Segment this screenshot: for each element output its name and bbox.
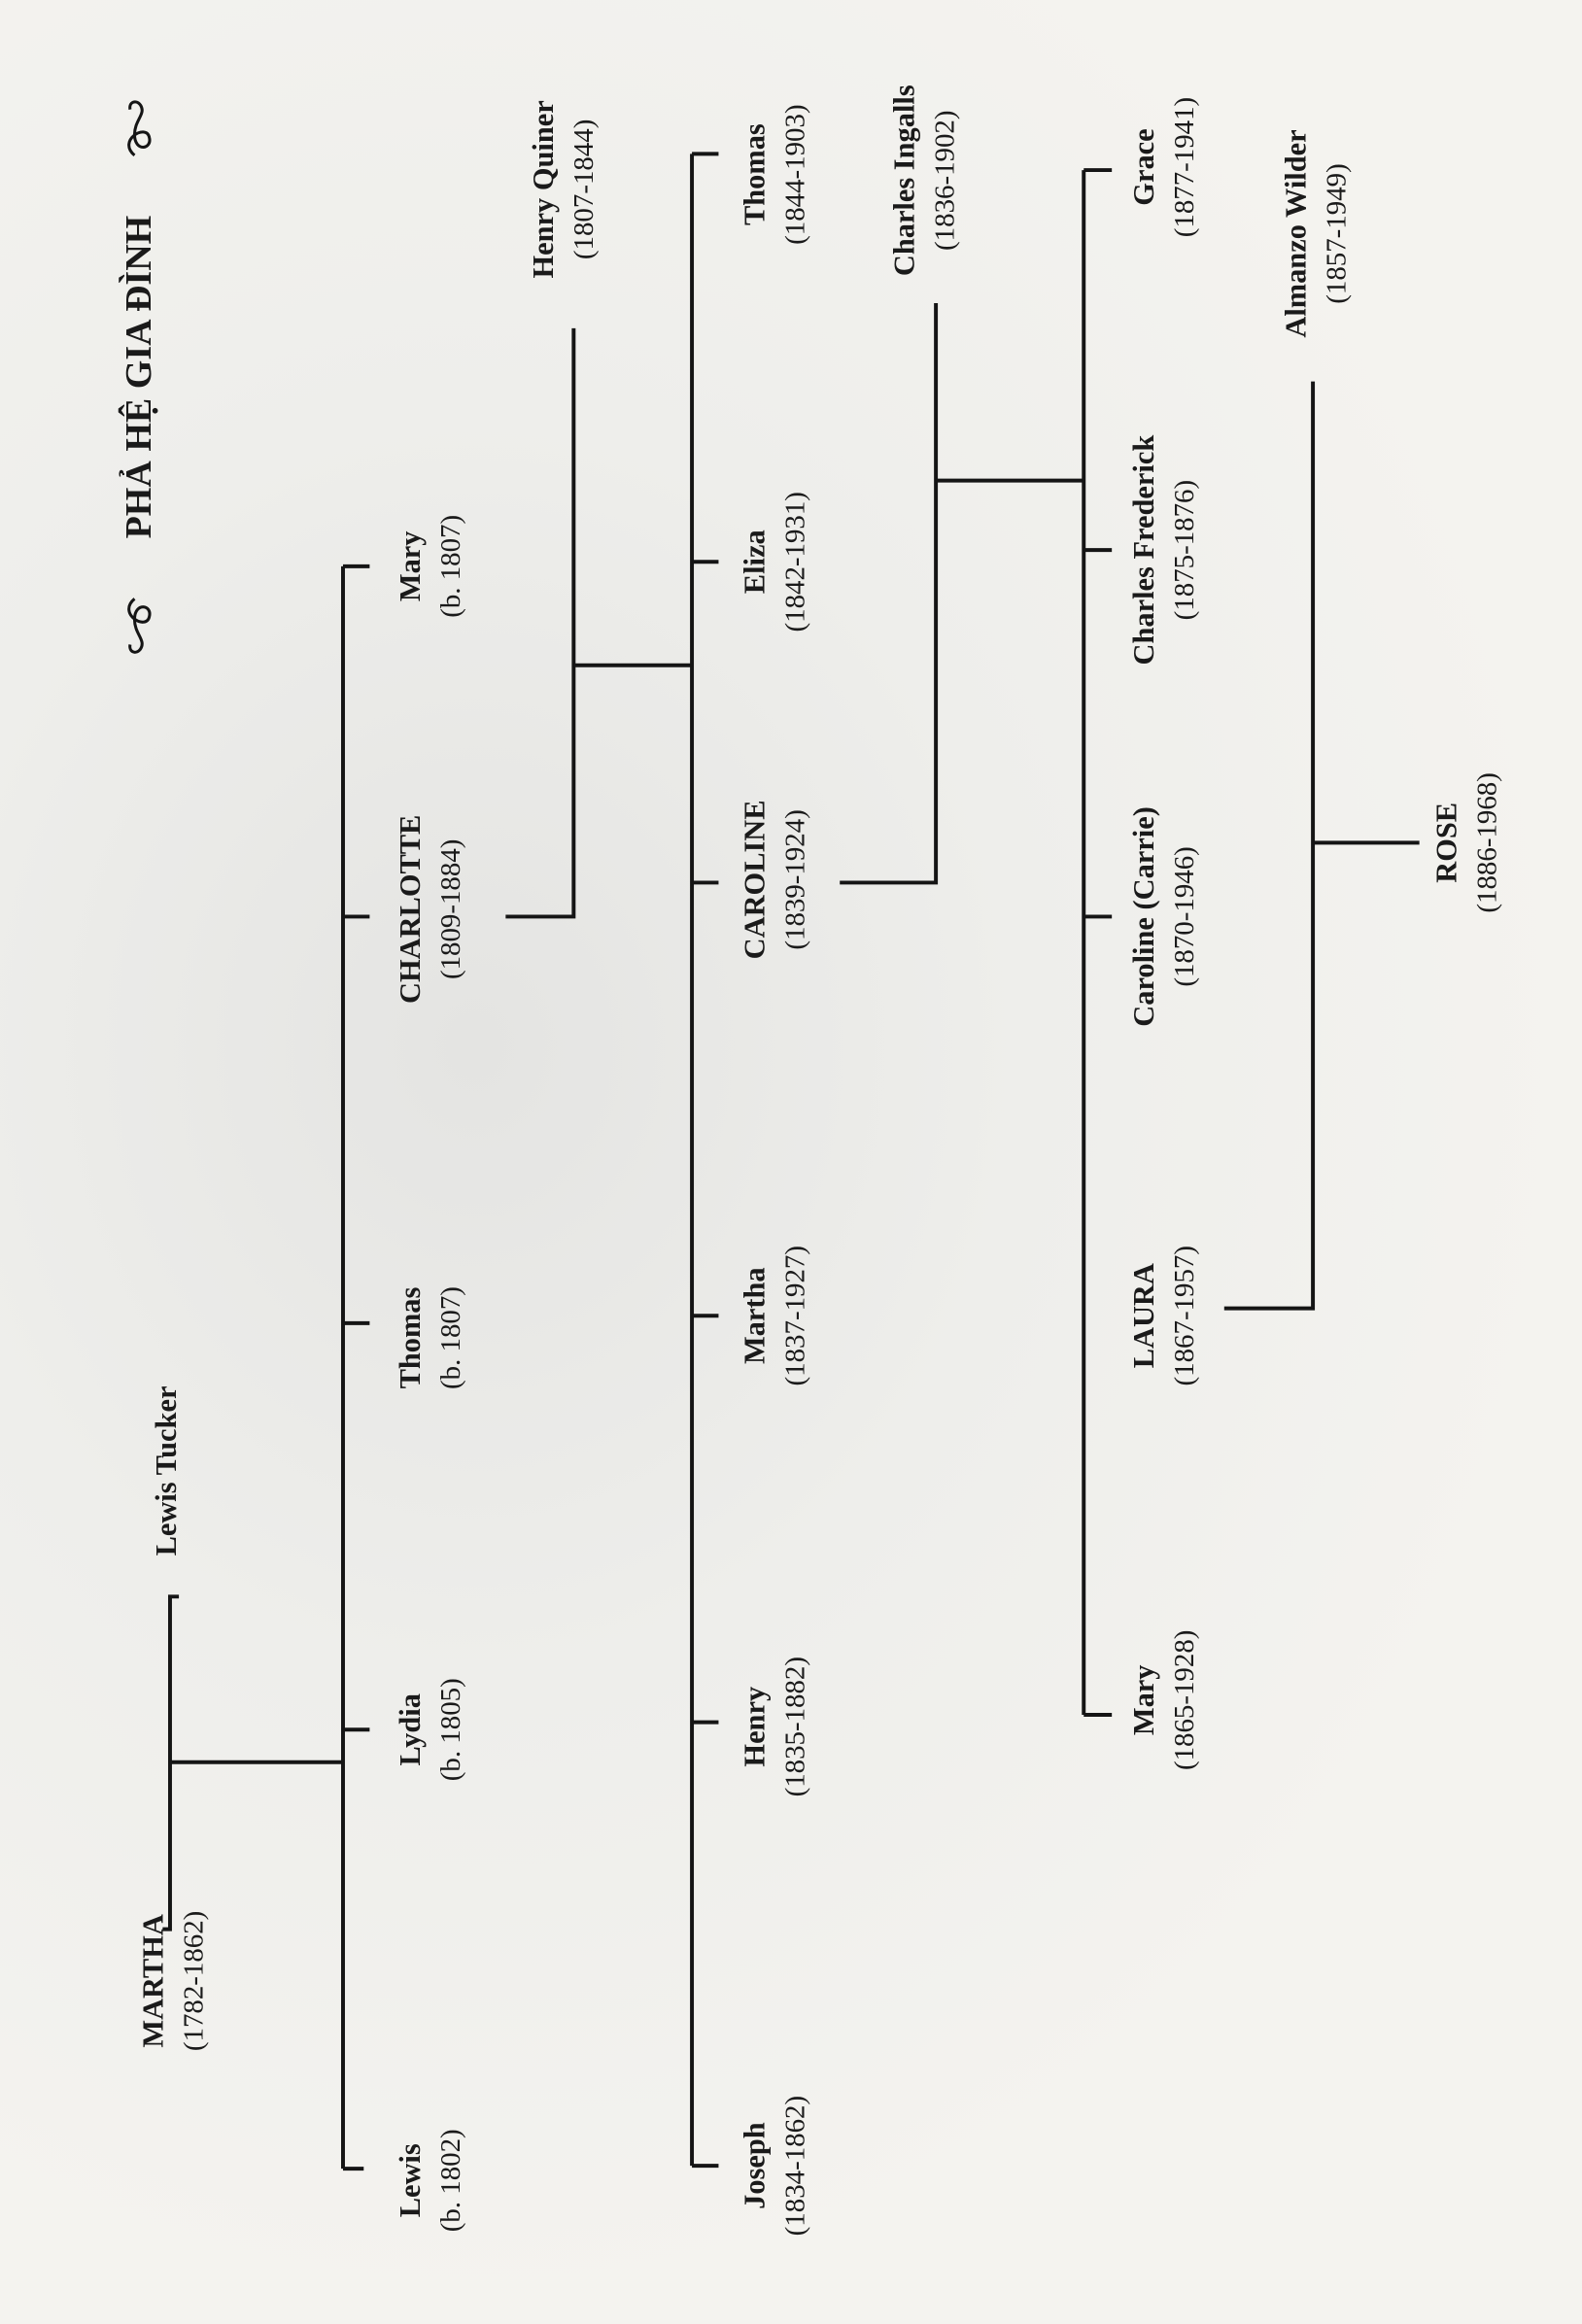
person-name: Caroline (Carrie) bbox=[1127, 806, 1160, 1027]
person-name: Grace bbox=[1127, 128, 1160, 205]
person-dates: (b. 1805) bbox=[435, 1678, 466, 1781]
person-dates: (1886-1968) bbox=[1472, 772, 1503, 912]
person-name: Mary bbox=[394, 531, 427, 602]
person-dates: (1809-1884) bbox=[435, 839, 466, 979]
connector-line bbox=[840, 303, 939, 885]
title-group: PHẢ HỆ GIA ĐÌNH bbox=[119, 100, 159, 654]
page-title: PHẢ HỆ GIA ĐÌNH bbox=[119, 216, 159, 539]
person-name: Charles Frederick bbox=[1127, 435, 1160, 666]
person-dates: (1844-1903) bbox=[780, 104, 811, 244]
person-charles-frederick: Charles Frederick (1875-1876) bbox=[1127, 435, 1200, 666]
person-name: CAROLINE bbox=[739, 800, 772, 959]
person-dates: (1867-1957) bbox=[1169, 1246, 1200, 1385]
person-almanzo-wilder: Almanzo Wilder (1857-1949) bbox=[1279, 129, 1352, 337]
person-mary-1865: Mary (1865-1928) bbox=[1127, 1630, 1200, 1770]
person-name: Thomas bbox=[394, 1287, 427, 1389]
person-name: Lydia bbox=[394, 1693, 427, 1765]
person-dates: (1865-1928) bbox=[1169, 1630, 1200, 1770]
person-name: Martha bbox=[739, 1267, 772, 1364]
person-thomas-1844: Thomas (1844-1903) bbox=[739, 104, 811, 244]
person-dates: (1836-1902) bbox=[929, 111, 960, 251]
person-dates: (1839-1924) bbox=[780, 809, 811, 949]
person-dates: (1834-1862) bbox=[780, 2096, 811, 2236]
person-lewis-tucker: Lewis Tucker bbox=[150, 1386, 183, 1556]
person-dates: (b. 1807) bbox=[435, 1286, 466, 1389]
people: MARTHA (1782-1862) Lewis Tucker Lewis (b. 18… bbox=[136, 85, 1502, 2236]
person-lewis: Lewis (b. 1802) bbox=[394, 2129, 466, 2232]
person-henry-quiner: Henry Quiner (1807-1844) bbox=[527, 100, 600, 278]
person-martha-1782: MARTHA (1782-1862) bbox=[136, 1911, 209, 2051]
person-dates: (1857-1949) bbox=[1322, 163, 1353, 303]
person-name: LAURA bbox=[1127, 1263, 1160, 1368]
person-henry: Henry (1835-1882) bbox=[739, 1657, 811, 1796]
person-dates: (b. 1807) bbox=[435, 515, 466, 618]
person-name: ROSE bbox=[1430, 803, 1463, 883]
person-name: CHARLOTTE bbox=[394, 815, 427, 1004]
person-name: Charles Ingalls bbox=[887, 85, 920, 276]
person-name: Lewis bbox=[394, 2143, 427, 2217]
person-dates: (1807-1844) bbox=[568, 120, 600, 259]
person-lydia: Lydia (b. 1805) bbox=[394, 1678, 466, 1781]
person-dates: (1875-1876) bbox=[1169, 480, 1200, 620]
person-name: Henry Quiner bbox=[527, 100, 560, 278]
person-dates: (1782-1862) bbox=[178, 1911, 209, 2051]
connector-lines bbox=[162, 152, 1420, 2171]
person-joseph: Joseph (1834-1862) bbox=[739, 2096, 811, 2236]
person-name: Henry bbox=[739, 1687, 772, 1767]
ornament-right-icon bbox=[127, 100, 152, 157]
person-dates: (b. 1802) bbox=[435, 2129, 466, 2232]
person-grace: Grace (1877-1941) bbox=[1127, 97, 1200, 237]
person-name: Almanzo Wilder bbox=[1279, 129, 1312, 337]
person-name: MARTHA bbox=[136, 1914, 169, 2047]
person-name: Mary bbox=[1127, 1665, 1160, 1736]
connector-line bbox=[505, 327, 576, 919]
person-thomas-1807: Thomas (b. 1807) bbox=[394, 1286, 466, 1389]
person-dates: (1842-1931) bbox=[780, 492, 811, 632]
person-dates: (1877-1941) bbox=[1169, 97, 1200, 237]
person-mary-1807: Mary (b. 1807) bbox=[394, 515, 466, 618]
person-charles-ingalls: Charles Ingalls (1836-1902) bbox=[887, 85, 960, 276]
person-eliza: Eliza (1842-1931) bbox=[739, 492, 811, 632]
person-laura: LAURA (1867-1957) bbox=[1127, 1246, 1200, 1385]
person-carrie: Caroline (Carrie) (1870-1946) bbox=[1127, 806, 1200, 1027]
person-name: Lewis Tucker bbox=[150, 1386, 183, 1556]
ornament-left-icon bbox=[127, 598, 152, 654]
connector-line bbox=[1223, 381, 1316, 1311]
person-dates: (1837-1927) bbox=[780, 1246, 811, 1385]
person-caroline: CAROLINE (1839-1924) bbox=[739, 800, 811, 959]
person-dates: (1835-1882) bbox=[780, 1657, 811, 1796]
person-rose: ROSE (1886-1968) bbox=[1430, 772, 1503, 912]
person-charlotte: CHARLOTTE (1809-1884) bbox=[394, 815, 466, 1004]
person-name: Thomas bbox=[739, 123, 772, 225]
person-dates: (1870-1946) bbox=[1169, 846, 1200, 986]
person-name: Joseph bbox=[739, 2122, 772, 2209]
person-martha-1837: Martha (1837-1927) bbox=[739, 1246, 811, 1385]
person-name: Eliza bbox=[739, 530, 772, 594]
